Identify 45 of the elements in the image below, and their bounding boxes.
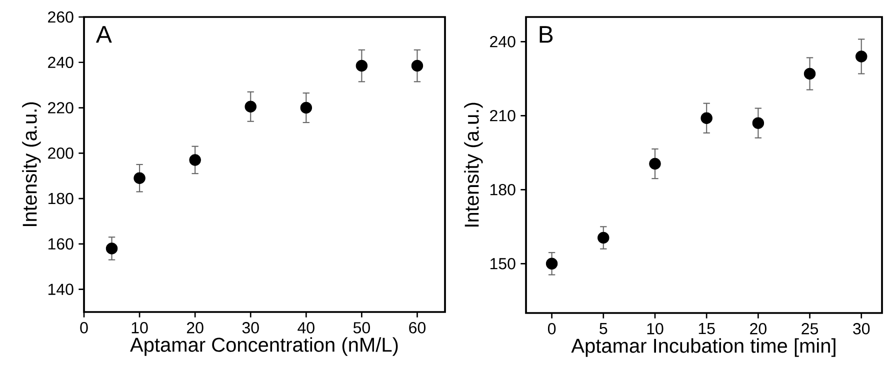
annotation: B <box>540 26 553 43</box>
point <box>300 102 312 114</box>
x-tick-label: 5 <box>600 323 608 334</box>
y-axis-title: Intensity (a.u.) <box>22 102 41 226</box>
point <box>106 242 118 254</box>
x-tick-label: 30 <box>853 323 870 334</box>
y-tick-label: 240 <box>48 56 74 68</box>
x-tick-label: 60 <box>409 322 426 334</box>
x-tick-label: 10 <box>647 323 664 334</box>
point <box>134 172 146 184</box>
y-tick-label: 260 <box>48 11 74 23</box>
x-tick-label: 40 <box>298 322 314 334</box>
x-tick-label: 0 <box>548 323 556 334</box>
point <box>356 60 368 72</box>
y-tick-label: 180 <box>490 184 516 196</box>
x-tick-label: 0 <box>80 322 88 334</box>
point <box>189 154 201 166</box>
point <box>411 60 424 72</box>
point <box>855 50 868 62</box>
point <box>804 68 816 80</box>
point <box>700 112 712 124</box>
x-tick-label: 10 <box>132 322 148 334</box>
y-axis-title: Intensity (a.u.) <box>464 102 483 227</box>
y-tick-label: 200 <box>48 147 74 159</box>
x-tick-label: 20 <box>186 322 204 334</box>
x-tick-label: 20 <box>750 323 766 334</box>
y-tick-label: 150 <box>490 258 516 270</box>
y-tick-label: 160 <box>48 238 74 250</box>
y-tick-label: 240 <box>490 36 516 48</box>
x-tick-label: 15 <box>698 323 715 334</box>
x-tick-label: 25 <box>802 323 818 334</box>
y-tick-label: 140 <box>48 284 74 295</box>
x-axis-title: Aptamar Incubation time [min] <box>571 338 836 357</box>
point <box>546 258 558 270</box>
y-tick-label: 210 <box>490 110 516 122</box>
point <box>752 117 764 129</box>
x-axis-title: Aptamar Concentration (nM/L) <box>130 337 398 356</box>
point <box>244 100 256 113</box>
annotation: A <box>96 26 112 43</box>
x-tick-label: 30 <box>242 322 259 334</box>
point <box>649 158 661 170</box>
point <box>598 232 610 244</box>
x-tick-label: 50 <box>353 322 370 334</box>
y-tick-label: 180 <box>48 192 74 204</box>
y-tick-label: 220 <box>48 102 74 114</box>
